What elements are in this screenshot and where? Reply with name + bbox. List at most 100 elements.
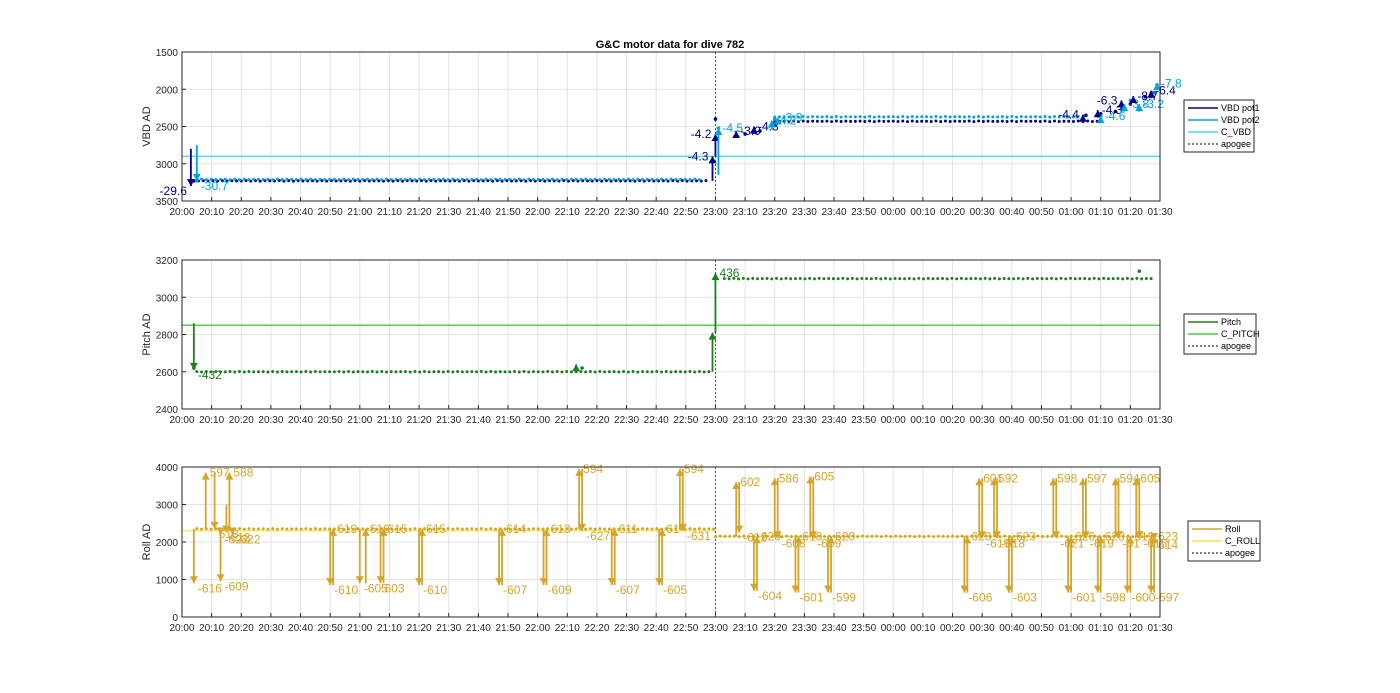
data-point [934, 115, 937, 118]
move-label: -4.4 [1058, 108, 1079, 122]
x-tick-label: 00:50 [1029, 207, 1054, 218]
data-point [243, 178, 246, 181]
data-point [1093, 277, 1096, 280]
y-tick-label: 3000 [156, 160, 179, 171]
data-point [470, 370, 473, 373]
data-point [1044, 115, 1047, 118]
data-point [333, 370, 336, 373]
data-point [295, 370, 298, 373]
move-label: 594 [583, 462, 603, 476]
y-tick-label: 1500 [156, 48, 179, 59]
data-point [390, 178, 393, 181]
x-tick-label: 21:30 [436, 207, 461, 218]
data-point [300, 178, 303, 181]
move-label: -627 [586, 529, 610, 543]
data-point [1001, 120, 1004, 123]
data-point [766, 277, 769, 280]
data-point [674, 370, 677, 373]
move-label: -6.3 [1097, 93, 1118, 107]
x-tick-label: 23:00 [703, 415, 728, 426]
x-tick-label: 23:40 [821, 623, 846, 634]
move-label: 594 [684, 462, 704, 476]
data-point [632, 370, 635, 373]
data-point [655, 178, 658, 181]
data-point [906, 116, 909, 119]
data-point [598, 178, 601, 181]
x-tick-label: 23:40 [821, 207, 846, 218]
data-point [822, 277, 825, 280]
x-tick-label: 23:10 [733, 623, 758, 634]
data-point [470, 527, 473, 530]
data-point [1131, 277, 1134, 280]
data-point [859, 115, 862, 118]
data-point [808, 277, 811, 280]
move-label: -30.7 [201, 179, 229, 193]
data-point [1041, 277, 1044, 280]
x-tick-label: 20:10 [199, 415, 224, 426]
x-tick-label: 20:50 [318, 207, 343, 218]
data-point [537, 178, 540, 181]
data-point [580, 366, 584, 370]
data-point [342, 178, 345, 181]
data-point [854, 115, 857, 118]
data-point [837, 277, 840, 280]
x-tick-label: 22:00 [525, 415, 550, 426]
data-point [551, 178, 554, 181]
data-point [333, 178, 336, 181]
data-point [575, 527, 578, 530]
move-label: 614 [1158, 538, 1178, 552]
data-point [499, 370, 502, 373]
data-point [636, 370, 639, 373]
data-point [271, 178, 274, 181]
x-tick-label: 00:00 [881, 623, 906, 634]
data-point [670, 178, 673, 181]
x-tick-label: 21:30 [436, 623, 461, 634]
data-point [889, 535, 892, 538]
data-point [394, 370, 397, 373]
data-point [965, 277, 968, 280]
data-point [266, 528, 269, 531]
data-point [475, 528, 478, 531]
x-tick-label: 00:40 [999, 623, 1024, 634]
data-point [456, 178, 459, 181]
data-point [1102, 277, 1105, 280]
data-point [432, 370, 435, 373]
data-point [570, 178, 573, 181]
move-label: -432 [198, 368, 222, 382]
x-tick-label: 22:40 [644, 207, 669, 218]
data-point [1069, 277, 1072, 280]
x-tick-label: 22:10 [555, 207, 580, 218]
data-point [1020, 120, 1023, 123]
data-point [714, 117, 718, 121]
data-point [963, 115, 966, 118]
data-point [1029, 120, 1032, 123]
x-tick-label: 20:30 [258, 623, 283, 634]
data-point [560, 178, 563, 181]
data-point [1048, 120, 1051, 123]
data-point [1010, 119, 1013, 122]
data-point [956, 535, 959, 538]
data-point [423, 370, 426, 373]
data-point [262, 527, 265, 530]
data-point [987, 115, 990, 118]
data-point [579, 178, 582, 181]
legend-label: C_PITCH [1221, 329, 1260, 339]
data-point [870, 535, 873, 538]
x-tick-label: 01:10 [1088, 207, 1113, 218]
data-point [942, 535, 945, 538]
data-point [617, 370, 620, 373]
data-point [1140, 277, 1143, 280]
data-point [958, 115, 961, 118]
data-point [404, 178, 407, 181]
data-point [357, 178, 360, 181]
data-point [693, 178, 696, 181]
data-point [821, 120, 824, 123]
x-tick-label: 20:40 [288, 623, 313, 634]
data-point [1041, 535, 1044, 538]
data-point [1039, 120, 1042, 123]
data-point [238, 370, 241, 373]
data-point [300, 370, 303, 373]
data-point [856, 535, 859, 538]
y-tick-label: 3000 [156, 501, 179, 512]
data-point [906, 120, 909, 123]
